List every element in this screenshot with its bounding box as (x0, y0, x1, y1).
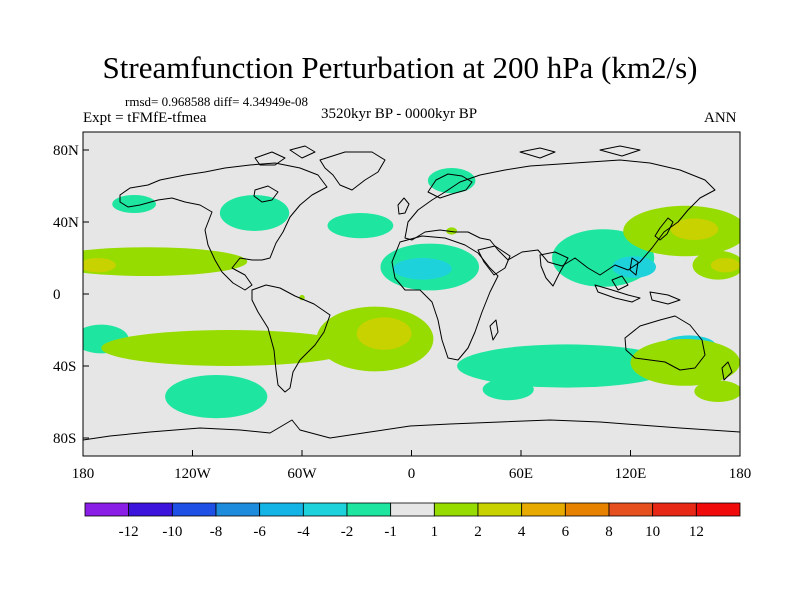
colorbar-swatch-7 (390, 502, 435, 517)
coastline-new-guinea (649, 291, 681, 305)
colorbar-swatch-11 (564, 502, 610, 517)
x-tick-label-1: 120W (174, 466, 212, 482)
x-tick-label-2: 60W (287, 466, 317, 482)
coastline-australia (624, 315, 706, 371)
coastline-north-america (119, 162, 328, 291)
coastline-eurasia (404, 159, 716, 276)
coastline-madagascar (489, 319, 499, 341)
figure-title: Streamfunction Perturbation at 200 hPa (… (102, 50, 698, 85)
colorbar-label-0: -12 (119, 524, 139, 540)
period-label: 3520kyr BP - 0000kyr BP (321, 106, 478, 122)
coastlines (83, 145, 740, 441)
colorbar-label-6: -1 (384, 524, 397, 540)
anomaly-region-7 (612, 256, 657, 278)
anomaly-region-9 (457, 344, 677, 388)
coastline-britain (397, 197, 410, 215)
experiment-label: Expt = tFMfE-tfmea (83, 110, 207, 126)
colorbar-label-3: -6 (253, 524, 266, 540)
y-tick-label-3: 40S (53, 359, 76, 375)
coastline-scandinavia (427, 173, 473, 199)
colorbar-swatch-3 (215, 502, 261, 517)
anomaly-layer (83, 168, 740, 419)
colorbar-label-9: 4 (518, 524, 526, 540)
colorbar-label-1: -10 (162, 524, 182, 540)
colorbar-label-12: 10 (645, 524, 660, 540)
coastline-arabia (477, 245, 511, 276)
stats-line: rmsd= 0.968588 diff= 4.34949e-08 (125, 94, 309, 109)
anomaly-region-13 (83, 247, 248, 276)
coastline-south-america (251, 284, 331, 393)
colorbar-swatch-4 (259, 502, 304, 517)
colorbar-label-13: 12 (689, 524, 704, 540)
colorbar-swatch-5 (302, 502, 348, 517)
coastline-greenland (319, 151, 386, 191)
colorbar-label-11: 8 (605, 524, 613, 540)
anomaly-region-15 (101, 330, 357, 366)
anomaly-region-3 (427, 168, 476, 194)
colorbar-label-4: -4 (297, 524, 310, 540)
colorbar-swatch-2 (171, 502, 217, 517)
coastline-borneo (611, 275, 629, 291)
colorbar-swatch-9 (477, 502, 523, 517)
anomaly-region-2 (327, 213, 394, 239)
anomaly-region-19 (670, 218, 719, 240)
anomaly-region-23 (694, 380, 740, 402)
coastline-africa (391, 235, 499, 361)
coastline-india (539, 251, 569, 287)
x-tick-label-3: 0 (408, 466, 416, 482)
x-tick-label-5: 120E (615, 466, 647, 482)
colorbar-swatch-8 (433, 502, 479, 517)
colorbar-swatch-12 (608, 502, 654, 517)
y-tick-label-0: 80N (53, 143, 79, 159)
coastline-arctic-islands (254, 145, 641, 166)
anomaly-region-1 (219, 195, 290, 231)
anomaly-region-14 (83, 258, 116, 273)
coastline-antarctica (83, 419, 740, 441)
colorbar-swatch-6 (346, 502, 392, 517)
colorbar-label-7: 1 (431, 524, 439, 540)
anomaly-region-21 (710, 258, 740, 273)
x-tick-label-4: 60E (509, 466, 533, 482)
y-tick-label-4: 80S (53, 431, 76, 447)
coastline-indonesia (594, 284, 641, 303)
colorbar-label-8: 2 (474, 524, 482, 540)
y-tick-label-2: 0 (53, 287, 61, 303)
anomaly-region-25 (299, 294, 305, 301)
y-tick-label-1: 40N (53, 215, 79, 231)
colorbar: -12 -10 -8 -6 -4 -2 -1 1 2 4 6 8 10 12 (84, 502, 741, 540)
colorbar-label-10: 6 (562, 524, 570, 540)
colorbar-label-2: -8 (210, 524, 223, 540)
colorbar-swatch-10 (521, 502, 566, 517)
x-tick-label-6: 180 (729, 466, 752, 482)
coastline-new-zealand (721, 361, 733, 381)
anomaly-region-8 (165, 375, 268, 419)
coastline-hudson-bay (253, 185, 279, 203)
colorbar-swatch-0 (84, 502, 130, 517)
anomaly-region-0 (112, 195, 156, 213)
season-label: ANN (704, 110, 737, 126)
map-axes: 180 120W 60W 0 60E 120E 180 80N 40N 0 40S 80S (53, 143, 751, 482)
x-tick-label-0: 180 (72, 466, 95, 482)
colorbar-label-5: -2 (341, 524, 354, 540)
anomaly-region-24 (446, 227, 458, 235)
colorbar-swatch-14 (695, 502, 741, 517)
anomaly-region-17 (356, 317, 412, 350)
anomaly-region-11 (482, 378, 534, 401)
colorbar-swatch-13 (652, 502, 697, 517)
coastline-japan (654, 217, 674, 241)
anomaly-region-22 (630, 339, 740, 386)
coastline-philippines (629, 257, 639, 276)
colorbar-swatch-1 (128, 502, 173, 517)
anomaly-region-5 (393, 258, 452, 280)
